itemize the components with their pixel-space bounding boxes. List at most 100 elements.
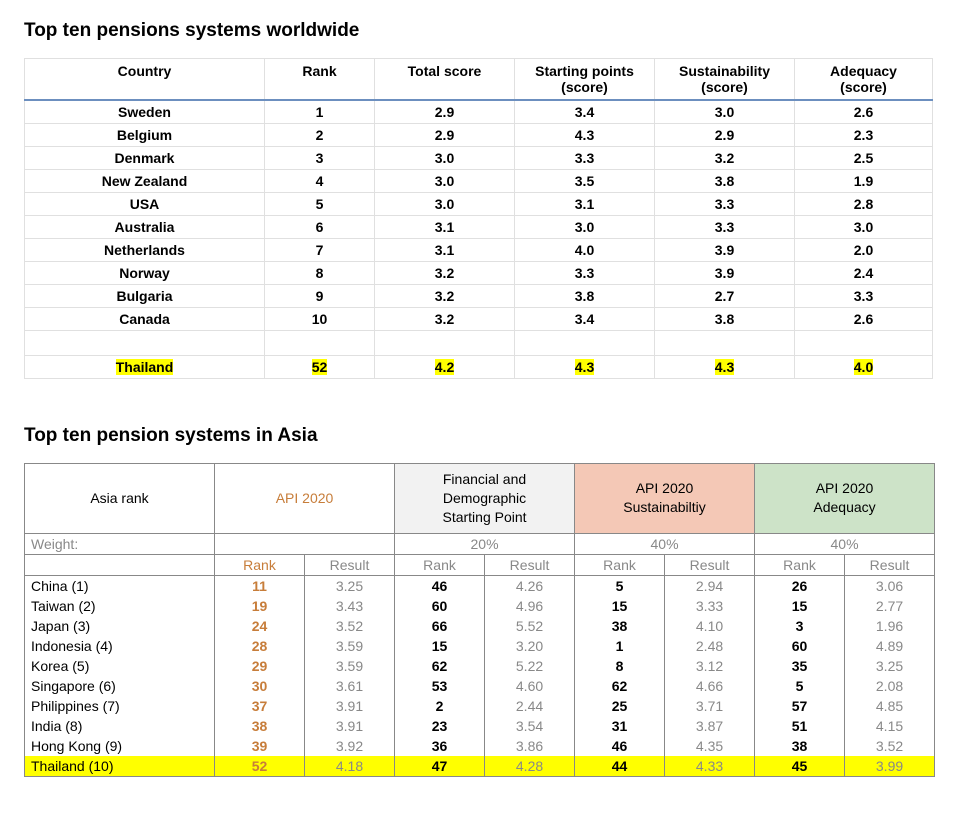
cell: 47 — [395, 756, 485, 777]
cell: USA — [25, 193, 265, 216]
cell: 3.4 — [515, 308, 655, 331]
col-starting: Starting points(score) — [515, 59, 655, 101]
cell: 2.44 — [485, 696, 575, 716]
col-sustain: Sustainability(score) — [655, 59, 795, 101]
cell: India (8) — [25, 716, 215, 736]
cell: 3.8 — [515, 285, 655, 308]
table-row: Bulgaria93.23.82.73.3 — [25, 285, 933, 308]
col-asia-rank: Asia rank — [25, 464, 215, 534]
table-row: Hong Kong (9)393.92363.86464.35383.52 — [25, 736, 935, 756]
cell: 3.2 — [375, 285, 515, 308]
col-rank: Rank — [265, 59, 375, 101]
table-row: Singapore (6)303.61534.60624.6652.08 — [25, 676, 935, 696]
cell: 1 — [265, 100, 375, 124]
cell: 3.0 — [655, 100, 795, 124]
cell: 2.5 — [795, 147, 933, 170]
cell: 2.8 — [795, 193, 933, 216]
table-row: New Zealand43.03.53.81.9 — [25, 170, 933, 193]
cell: Taiwan (2) — [25, 596, 215, 616]
cell: 2.6 — [795, 308, 933, 331]
cell: Denmark — [25, 147, 265, 170]
cell: 3.91 — [305, 716, 395, 736]
cell: 9 — [265, 285, 375, 308]
weight-label: Weight: — [25, 533, 215, 554]
cell: 4.3 — [515, 356, 655, 379]
cell: Norway — [25, 262, 265, 285]
cell: 15 — [575, 596, 665, 616]
worldwide-table: Country Rank Total score Starting points… — [24, 58, 933, 379]
cell: 4.60 — [485, 676, 575, 696]
cell: 3.3 — [795, 285, 933, 308]
table-row: Indonesia (4)283.59153.2012.48604.89 — [25, 636, 935, 656]
col-adequacy2: API 2020 Adequacy — [755, 464, 935, 534]
table-row: Denmark33.03.33.22.5 — [25, 147, 933, 170]
table-row: China (1)113.25464.2652.94263.06 — [25, 575, 935, 596]
cell: 1.96 — [845, 616, 935, 636]
table-row: Korea (5)293.59625.2283.12353.25 — [25, 656, 935, 676]
cell: Indonesia (4) — [25, 636, 215, 656]
cell: 3.8 — [655, 170, 795, 193]
cell: 2.4 — [795, 262, 933, 285]
cell: 3 — [265, 147, 375, 170]
cell: 25 — [575, 696, 665, 716]
cell: 4.33 — [665, 756, 755, 777]
col-sustainability: API 2020 Sustainabiltiy — [575, 464, 755, 534]
cell: 3.99 — [845, 756, 935, 777]
cell: 37 — [215, 696, 305, 716]
cell: 3.20 — [485, 636, 575, 656]
cell: 3.0 — [375, 193, 515, 216]
cell: 15 — [755, 596, 845, 616]
cell: 2.3 — [795, 124, 933, 147]
cell: 3.87 — [665, 716, 755, 736]
cell: Australia — [25, 216, 265, 239]
cell: Sweden — [25, 100, 265, 124]
cell: 38 — [755, 736, 845, 756]
weight-sus: 40% — [575, 533, 755, 554]
cell: 3.0 — [375, 147, 515, 170]
table-row: Taiwan (2)193.43604.96153.33152.77 — [25, 596, 935, 616]
cell: 3.2 — [375, 262, 515, 285]
cell: 3.86 — [485, 736, 575, 756]
table1-title: Top ten pensions systems worldwide — [24, 20, 935, 42]
cell: 3.1 — [375, 239, 515, 262]
cell: 45 — [755, 756, 845, 777]
cell: Korea (5) — [25, 656, 215, 676]
col-starting-point: Financial and Demographic Starting Point — [395, 464, 575, 534]
cell: Japan (3) — [25, 616, 215, 636]
cell: New Zealand — [25, 170, 265, 193]
cell: 38 — [575, 616, 665, 636]
cell: 4.96 — [485, 596, 575, 616]
table2-subheaders: RankResult RankResult RankResult RankRes… — [25, 554, 935, 575]
cell: 3.25 — [845, 656, 935, 676]
cell: 3.2 — [375, 308, 515, 331]
cell: 4.2 — [375, 356, 515, 379]
cell: 3.1 — [375, 216, 515, 239]
cell: 2.48 — [665, 636, 755, 656]
cell: 36 — [395, 736, 485, 756]
cell: Singapore (6) — [25, 676, 215, 696]
cell: 7 — [265, 239, 375, 262]
cell: 46 — [575, 736, 665, 756]
table-row: Belgium22.94.32.92.3 — [25, 124, 933, 147]
cell: 5 — [755, 676, 845, 696]
cell: 15 — [395, 636, 485, 656]
cell: 4.85 — [845, 696, 935, 716]
cell: 30 — [215, 676, 305, 696]
cell: 46 — [395, 575, 485, 596]
cell: 2 — [265, 124, 375, 147]
cell: 3.54 — [485, 716, 575, 736]
cell: 4.66 — [665, 676, 755, 696]
cell: 6 — [265, 216, 375, 239]
cell: 5.22 — [485, 656, 575, 676]
cell: 3 — [755, 616, 845, 636]
highlight-row: Thailand (10)524.18474.28444.33453.99 — [25, 756, 935, 777]
cell: China (1) — [25, 575, 215, 596]
cell: 3.06 — [845, 575, 935, 596]
table-row: Norway83.23.33.92.4 — [25, 262, 933, 285]
cell: 4.89 — [845, 636, 935, 656]
cell: 4.15 — [845, 716, 935, 736]
table-row: Philippines (7)373.9122.44253.71574.85 — [25, 696, 935, 716]
cell: 3.0 — [795, 216, 933, 239]
cell: 5.52 — [485, 616, 575, 636]
cell: 3.3 — [515, 262, 655, 285]
